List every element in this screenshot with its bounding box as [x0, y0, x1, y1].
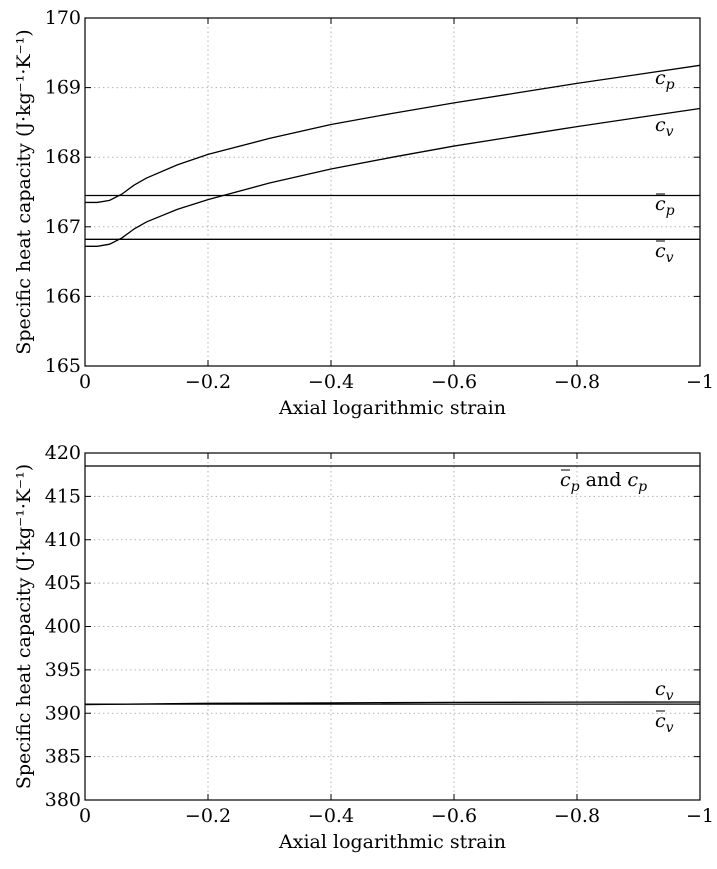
y-tick-label: 166	[45, 285, 81, 307]
x-tick-label: −0.2	[185, 371, 231, 393]
x-tick-label: −0.6	[431, 371, 477, 393]
x-tick-label: −1	[686, 805, 714, 827]
y-axis-title: Specific heat capacity (J·kg⁻¹·K⁻¹)	[13, 464, 35, 789]
y-tick-label: 168	[45, 146, 81, 168]
y-tick-label: 415	[45, 485, 81, 507]
y-tick-label: 390	[45, 702, 81, 724]
x-tick-label: −0.4	[308, 805, 354, 827]
y-tick-label: 165	[45, 355, 81, 377]
y-tick-label: 380	[45, 789, 81, 811]
y-tick-label: 405	[45, 572, 81, 594]
plot-frame	[84, 17, 701, 367]
series-label-3: cv	[655, 710, 674, 736]
y-tick-label: 410	[45, 529, 81, 551]
series-label-2: cv	[655, 114, 674, 140]
y-tick-label: 420	[45, 442, 81, 464]
x-axis-title: Axial logarithmic strain	[278, 831, 506, 853]
x-tick-label: −0.6	[431, 805, 477, 827]
y-tick-label: 385	[45, 746, 81, 768]
y-axis-title: Specific heat capacity (J·kg⁻¹·K⁻¹)	[13, 29, 35, 354]
x-tick-label: −0.2	[185, 805, 231, 827]
series-label-1: cp and cp	[560, 469, 647, 495]
y-tick-label: 400	[45, 616, 81, 638]
series-label-3: cp	[655, 193, 675, 219]
x-tick-label: 0	[79, 371, 91, 393]
series-label-4: cv	[655, 240, 674, 266]
chart-panel-1: 0 −0.2 −0.4 −0.6 −0.8 −1 165 166 167 168 169 170 cp c…	[13, 7, 714, 419]
plot-frame	[84, 452, 701, 801]
chart-panel-2: 0 −0.2 −0.4 −0.6 −0.8 −1 380 385 390 395 400 405 410…	[13, 442, 714, 853]
y-tick-label: 167	[45, 216, 81, 238]
series-label-1: cp	[655, 67, 675, 93]
x-tick-label: −0.8	[554, 805, 600, 827]
x-tick-label: −1	[686, 371, 714, 393]
x-tick-label: −0.8	[554, 371, 600, 393]
x-axis-title: Axial logarithmic strain	[278, 397, 506, 419]
series-label-2: cv	[655, 678, 674, 704]
x-tick-label: −0.4	[308, 371, 354, 393]
series-line-1	[85, 64, 701, 204]
y-tick-label: 395	[45, 659, 81, 681]
x-tick-label: 0	[79, 805, 91, 827]
series-line-2	[85, 107, 701, 247]
y-tick-label: 169	[45, 77, 81, 99]
series-line-2	[84, 701, 701, 706]
y-tick-label: 170	[45, 7, 81, 29]
